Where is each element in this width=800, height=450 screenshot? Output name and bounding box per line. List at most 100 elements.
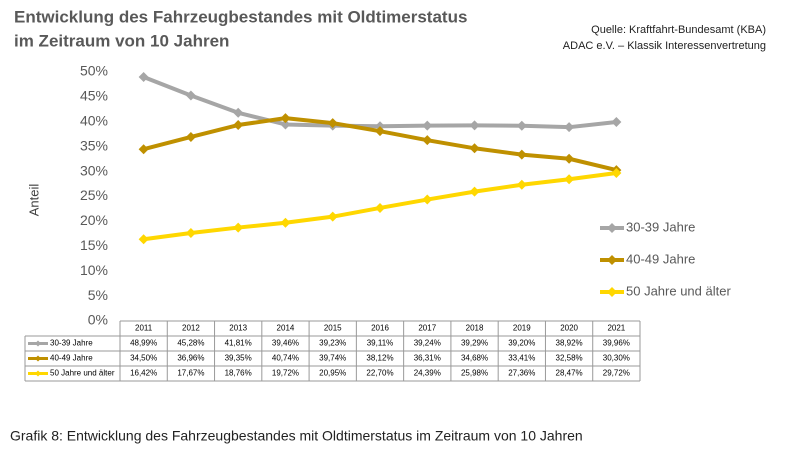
chart-title: Entwicklung des Fahrzeugbestandes mit Ol… xyxy=(14,7,467,26)
point-marker xyxy=(422,135,433,146)
point-marker xyxy=(469,143,480,154)
table-cell: 34,68% xyxy=(461,354,488,363)
table-cell: 36,31% xyxy=(414,354,441,363)
y-tick-label: 40% xyxy=(80,113,108,129)
y-tick-label: 15% xyxy=(80,237,108,253)
series-line xyxy=(142,75,617,130)
point-marker xyxy=(611,116,622,127)
point-marker xyxy=(138,72,149,83)
table-cell: 48,99% xyxy=(130,339,157,348)
point-marker xyxy=(185,131,196,142)
x-tick-label: 2018 xyxy=(466,324,484,333)
point-marker xyxy=(516,179,527,190)
y-tick-label: 20% xyxy=(80,212,108,228)
legend-swatch xyxy=(607,287,617,297)
table-cell: 20,95% xyxy=(319,369,346,378)
table-cell: 38,12% xyxy=(366,354,393,363)
y-tick-label: 5% xyxy=(88,287,108,303)
table-cell: 45,28% xyxy=(177,339,204,348)
table-row-label: 30-39 Jahre xyxy=(50,339,93,348)
table-cell: 29,72% xyxy=(603,369,630,378)
y-tick-label: 50% xyxy=(80,63,108,79)
y-tick-label: 25% xyxy=(80,187,108,203)
legend-label: 40-49 Jahre xyxy=(626,251,695,266)
legend-label: 30-39 Jahre xyxy=(626,219,695,234)
point-marker xyxy=(564,122,575,133)
table-cell: 33,41% xyxy=(508,354,535,363)
x-tick-label: 2014 xyxy=(277,324,295,333)
point-marker xyxy=(564,153,575,164)
table-cell: 17,67% xyxy=(177,369,204,378)
x-tick-label: 2016 xyxy=(371,324,389,333)
table-cell: 19,72% xyxy=(272,369,299,378)
x-tick-label: 2017 xyxy=(418,324,436,333)
point-marker xyxy=(564,174,575,185)
table-cell: 34,50% xyxy=(130,354,157,363)
point-marker xyxy=(516,149,527,160)
table-cell: 39,35% xyxy=(225,354,252,363)
x-tick-label: 2019 xyxy=(513,324,531,333)
y-axis-label: Anteil xyxy=(26,184,41,217)
table-cell: 39,29% xyxy=(461,339,488,348)
y-tick-label: 35% xyxy=(80,137,108,153)
table-cell: 39,11% xyxy=(367,339,394,348)
table-cell: 22,70% xyxy=(366,369,393,378)
table-cell: 28,47% xyxy=(556,369,583,378)
point-marker xyxy=(185,228,196,239)
point-marker xyxy=(327,211,338,222)
caption: Grafik 8: Entwicklung des Fahrzeugbestan… xyxy=(10,428,583,444)
chart-title: im Zeitraum von 10 Jahren xyxy=(14,31,229,50)
table-cell: 39,74% xyxy=(319,354,346,363)
y-tick-label: 10% xyxy=(80,262,108,278)
y-tick-label: 30% xyxy=(80,162,108,178)
point-marker xyxy=(611,167,622,178)
point-marker xyxy=(469,186,480,197)
table-cell: 30,30% xyxy=(603,354,630,363)
point-marker xyxy=(469,120,480,131)
table-cell: 24,39% xyxy=(414,369,441,378)
legend-swatch xyxy=(607,223,617,233)
table-cell: 40,74% xyxy=(272,354,299,363)
x-tick-label: 2012 xyxy=(182,324,200,333)
table-cell: 39,46% xyxy=(272,339,299,348)
point-marker xyxy=(375,126,385,137)
point-marker xyxy=(138,144,149,155)
y-tick-label: 45% xyxy=(80,88,108,104)
x-tick-label: 2021 xyxy=(607,324,625,333)
table-cell: 36,96% xyxy=(177,354,204,363)
legend-swatch xyxy=(607,255,617,265)
table-cell: 39,96% xyxy=(603,339,630,348)
point-marker xyxy=(233,107,244,118)
point-marker xyxy=(280,217,291,228)
source: ADAC e.V. – Klassik Interessenvertretung xyxy=(563,40,766,52)
point-marker xyxy=(516,120,527,131)
point-marker xyxy=(233,222,244,233)
table-cell: 39,24% xyxy=(414,339,441,348)
table-swatch xyxy=(35,355,41,362)
table-row-label: 50 Jahre und älter xyxy=(50,369,115,378)
legend-label: 50 Jahre und älter xyxy=(626,283,731,298)
point-marker xyxy=(280,113,291,124)
table-swatch xyxy=(35,340,41,347)
table-cell: 27,36% xyxy=(508,369,535,378)
table-cell: 18,76% xyxy=(225,369,252,378)
source: Quelle: Kraftfahrt-Bundesamt (KBA) xyxy=(591,24,766,36)
table-cell: 32,58% xyxy=(556,354,583,363)
x-tick-label: 2020 xyxy=(560,324,578,333)
y-tick-label: 0% xyxy=(88,312,108,328)
point-marker xyxy=(422,194,433,205)
point-marker xyxy=(185,90,196,101)
table-cell: 41,81% xyxy=(225,339,252,348)
x-tick-label: 2013 xyxy=(229,324,247,333)
x-tick-label: 2011 xyxy=(135,324,153,333)
point-marker xyxy=(375,202,385,213)
point-marker xyxy=(422,120,433,131)
point-marker xyxy=(233,120,244,131)
point-marker xyxy=(327,118,338,129)
point-marker xyxy=(138,234,149,245)
x-tick-label: 2015 xyxy=(324,324,342,333)
table-swatch xyxy=(35,370,41,377)
point-marker xyxy=(280,119,291,130)
table-cell: 16,42% xyxy=(130,369,157,378)
